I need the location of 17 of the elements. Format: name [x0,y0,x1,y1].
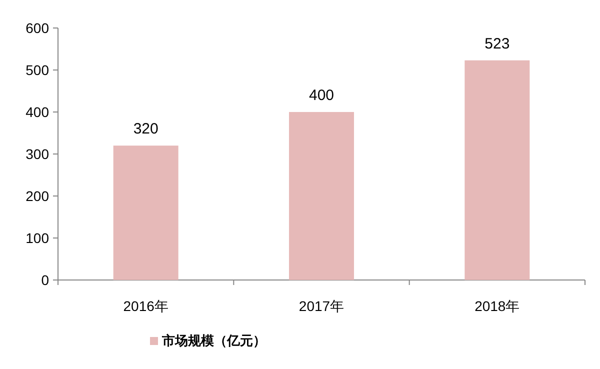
y-tick-label: 200 [26,188,50,204]
bar [289,112,354,280]
y-tick-label: 400 [26,104,50,120]
bar [464,60,530,280]
x-tick-label: 2018年 [474,298,520,314]
data-label: 320 [133,120,158,138]
y-tick-label: 0 [41,272,50,288]
x-tick-label: 2017年 [298,298,344,314]
bar [113,146,178,280]
y-tick-label: 100 [26,230,50,246]
legend-label: 市场规模（亿元） [161,333,266,348]
y-tick-label: 500 [26,62,50,78]
y-tick-label: 600 [26,20,50,36]
x-tick-label: 2016年 [123,298,168,314]
data-label: 400 [308,87,334,104]
y-tick-label: 300 [26,146,50,162]
data-label: 523 [484,35,510,52]
